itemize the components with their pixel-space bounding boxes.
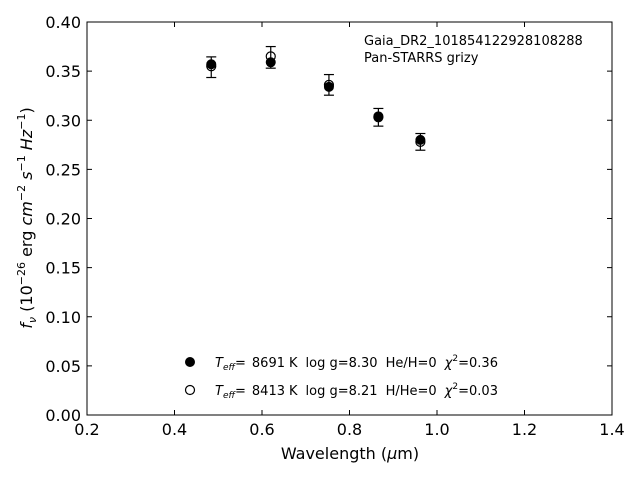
- legend-filled-comp: He/H=0: [386, 356, 437, 371]
- y-tick-label: 0.05: [45, 357, 81, 376]
- legend-open-eff: eff: [223, 391, 237, 401]
- y-tick-label: 0.30: [45, 111, 81, 130]
- legend-filled-eff: eff: [223, 363, 237, 373]
- legend-marker-open: [184, 384, 196, 396]
- y-axis-label: fν (10−26 erg cm−2 s−1 Hz−1): [15, 107, 39, 328]
- legend-open-chi: χ: [444, 384, 454, 399]
- y-tick-label: 0.10: [45, 308, 81, 327]
- x-axis-label-text: Wavelength (: [281, 444, 387, 463]
- open-point: [323, 79, 335, 90]
- open-point: [373, 112, 384, 123]
- x-tick-label: 1.4: [599, 420, 624, 439]
- legend-filled-k: K: [289, 356, 298, 371]
- y-label-exp2: −2: [15, 185, 28, 201]
- annotation-object-name: Gaia_DR2_101854122928108288: [364, 34, 583, 49]
- y-tick-label: 0.15: [45, 259, 81, 278]
- legend-open-logg: log g=8.21: [306, 384, 378, 399]
- x-axis-label-mu: μ: [386, 444, 397, 463]
- legend-filled-eq: =: [235, 356, 246, 371]
- legend-open-teff: 8413: [252, 384, 285, 399]
- y-tick-label: 0.25: [45, 160, 81, 179]
- y-tick-label: 0.00: [45, 406, 81, 425]
- filled-point: [415, 134, 426, 145]
- legend-filled-chi: χ: [444, 356, 454, 371]
- x-tick-label: 1.2: [512, 420, 537, 439]
- legend-marker-filled: [185, 357, 195, 367]
- x-tick-label: 0.2: [74, 420, 99, 439]
- x-tick-label: 1.0: [424, 420, 449, 439]
- series-open-points: [206, 51, 426, 147]
- filled-point: [323, 81, 334, 92]
- annotation-photometry: Pan-STARRS grizy: [364, 51, 479, 66]
- y-label-nu: ν: [26, 317, 39, 323]
- open-point: [265, 51, 276, 62]
- filled-point: [206, 59, 217, 70]
- legend-open-chi-eq: =: [458, 384, 469, 399]
- y-label-f: f: [17, 321, 36, 329]
- y-label-s: s: [17, 172, 36, 185]
- open-point: [415, 136, 426, 147]
- y-tick-label: 0.35: [45, 62, 81, 81]
- legend-filled-teff: 8691: [252, 356, 285, 371]
- legend-open-eq: =: [235, 384, 246, 399]
- y-label-erg: erg: [17, 226, 36, 262]
- y-tick-label: 0.20: [45, 210, 81, 229]
- legend-open-k: K: [289, 384, 298, 399]
- legend-open-chi-value: 0.03: [469, 384, 498, 399]
- y-label-hz: Hz: [17, 129, 36, 155]
- x-axis-ticks: 0.2 0.4 0.6 0.8 1.0 1.2 1.4: [74, 22, 625, 439]
- legend-open-chi-exp: 2: [452, 382, 458, 392]
- y-tick-label: 0.40: [45, 13, 81, 32]
- y-label-open: (10: [17, 285, 36, 317]
- y-label-cm: cm: [17, 201, 36, 225]
- legend-open-T: T: [215, 384, 224, 399]
- legend-open-comp: H/He=0: [386, 384, 437, 399]
- y-label-exp1: −26: [15, 262, 28, 285]
- x-axis-label: Wavelength (μm): [281, 444, 419, 463]
- x-axis-label-unit: m): [397, 444, 419, 463]
- legend-filled-T: T: [215, 356, 224, 371]
- y-label-exp3: −1: [15, 155, 28, 171]
- legend-filled-chi-eq: =: [458, 356, 469, 371]
- legend-filled-chi-exp: 2: [452, 354, 458, 364]
- open-point: [206, 61, 217, 72]
- y-axis-ticks: 0.00 0.05 0.10 0.15 0.20 0.25 0.30 0.35 0.40: [45, 13, 612, 425]
- x-tick-label: 0.4: [162, 420, 187, 439]
- legend-filled-chi-value: 0.36: [469, 356, 498, 371]
- y-label-close: ): [17, 107, 36, 113]
- x-tick-label: 0.8: [337, 420, 362, 439]
- y-label-exp4: −1: [15, 114, 28, 130]
- x-tick-label: 0.6: [249, 420, 274, 439]
- legend-filled-logg: log g=8.30: [306, 356, 378, 371]
